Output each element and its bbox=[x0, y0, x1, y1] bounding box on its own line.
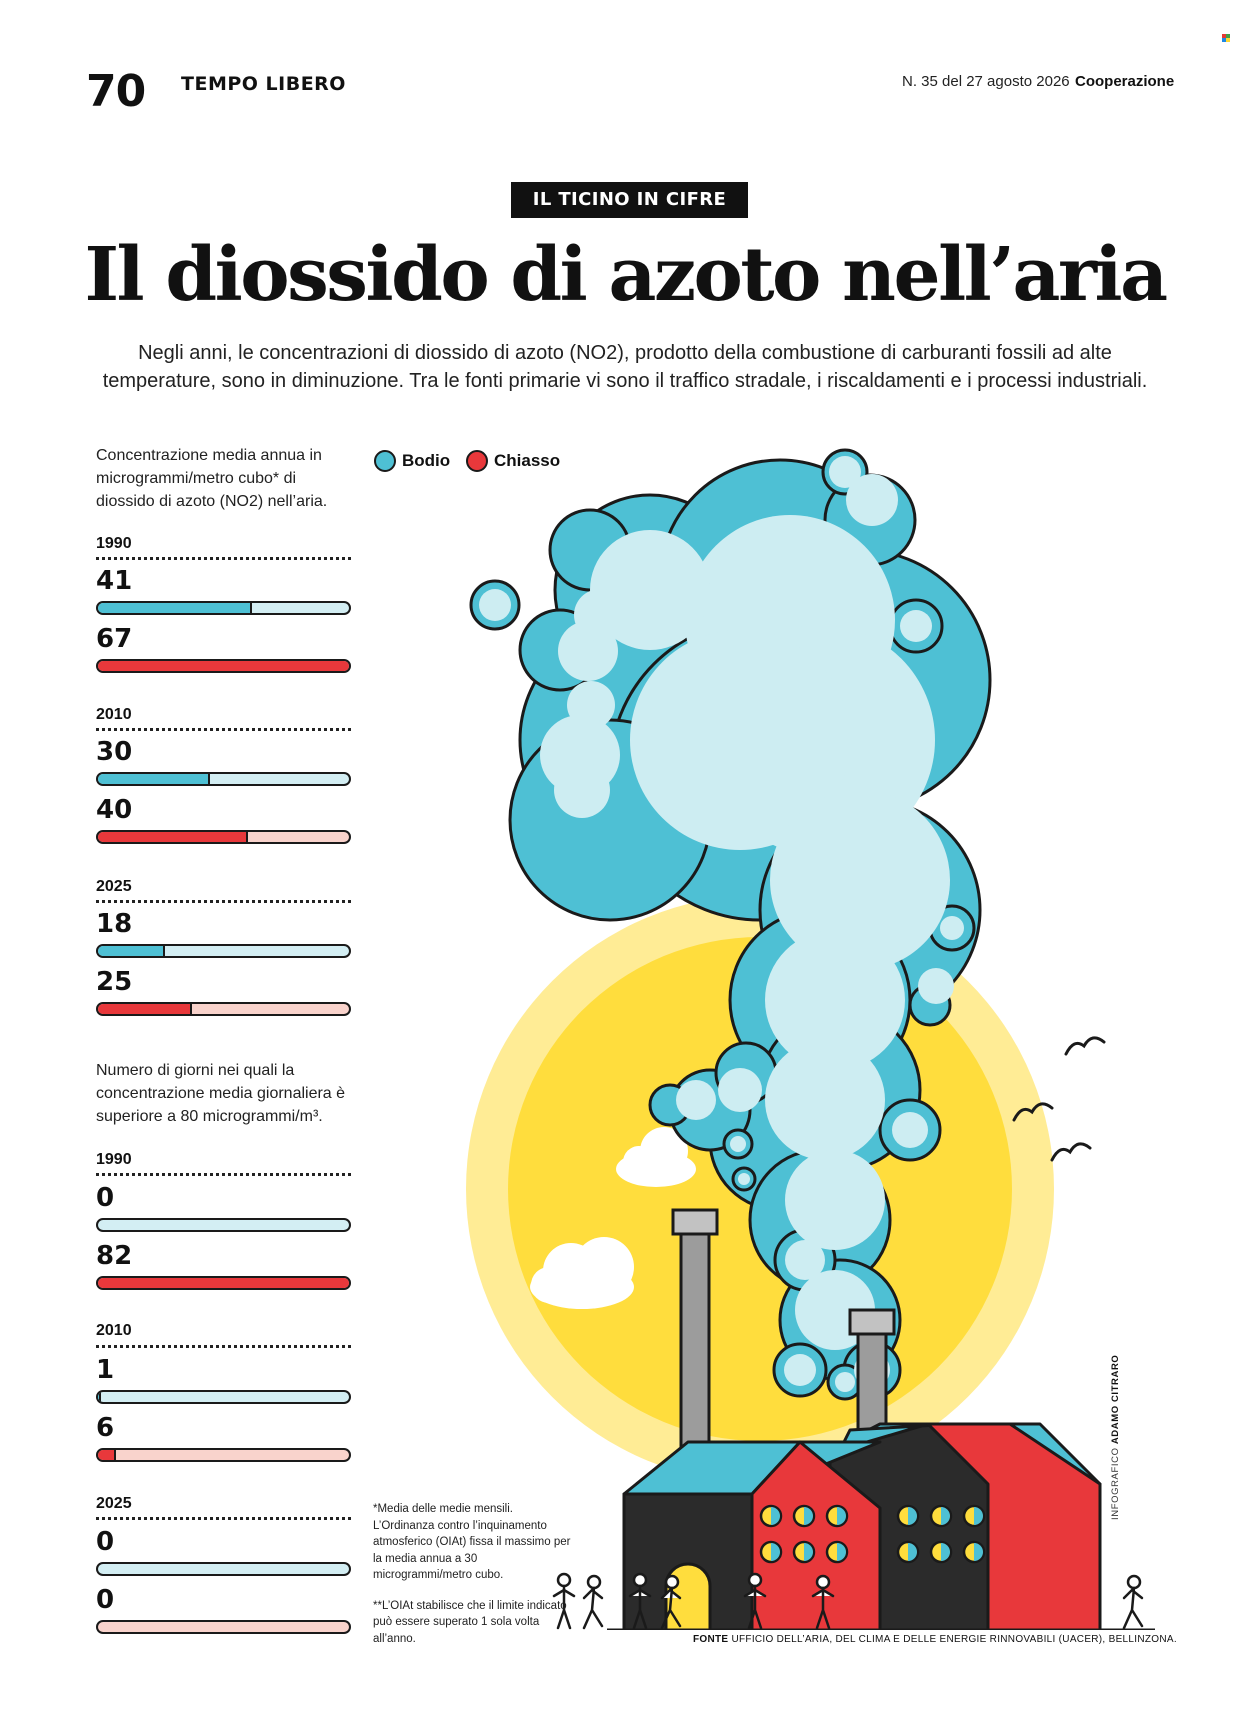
bar-concentration-bodio-1990 bbox=[98, 603, 252, 613]
divider bbox=[96, 1173, 351, 1176]
small-cloud-icon bbox=[616, 1127, 696, 1187]
legend-label-chiasso: Chiasso bbox=[494, 451, 561, 470]
factory-smoke-illustration bbox=[466, 448, 1155, 1630]
value-label-bodio-1990: 41 bbox=[96, 566, 133, 596]
year-label-1990: 1990 bbox=[96, 535, 132, 552]
factory-windows bbox=[759, 1504, 986, 1564]
bar-concentration-bodio-2010 bbox=[98, 774, 211, 784]
footnotes: *Media delle medie mensili. L’Ordinanza … bbox=[373, 1501, 573, 1647]
credit-label: INFOGRAFICO bbox=[1110, 1447, 1121, 1520]
legend-label-bodio: Bodio bbox=[402, 451, 451, 470]
color-registration-mark bbox=[1222, 34, 1230, 42]
factory-building bbox=[622, 1422, 1102, 1630]
value-label-chiasso-2010: 6 bbox=[96, 1413, 115, 1443]
magazine-name: Cooperazione bbox=[1075, 73, 1175, 90]
legend-swatch-chiasso bbox=[466, 450, 488, 472]
divider bbox=[96, 1517, 351, 1520]
bar-concentration-chiasso-2010 bbox=[98, 832, 248, 842]
bar-track bbox=[96, 1562, 351, 1576]
year-label-2025: 2025 bbox=[96, 878, 132, 895]
page-number: 70 bbox=[86, 66, 146, 117]
chart-description-concentration: Concentrazione media annua in microgramm… bbox=[96, 447, 328, 510]
value-label-bodio-2010: 1 bbox=[96, 1355, 115, 1385]
divider bbox=[96, 1345, 351, 1348]
intro-paragraph: Negli anni, le concentrazioni di diossid… bbox=[102, 342, 1148, 392]
kicker-label: IL TICINO IN CIFRE bbox=[511, 182, 748, 218]
value-label-bodio-2025: 18 bbox=[96, 909, 133, 939]
source-text: UFFICIO DELL’ARIA, DEL CLIMA E DELLE ENE… bbox=[731, 1634, 1177, 1645]
bar-track bbox=[96, 1390, 351, 1404]
value-label-chiasso-2025: 25 bbox=[96, 967, 133, 997]
value-label-chiasso-2010: 40 bbox=[96, 795, 133, 825]
section-name: TEMPO LIBERO bbox=[181, 73, 346, 95]
credit-name: ADAMO CITRARO bbox=[1110, 1354, 1121, 1445]
chart-description-days: Numero di giorni nei quali la concentraz… bbox=[96, 1062, 346, 1125]
value-label-chiasso-1990: 82 bbox=[96, 1241, 133, 1271]
small-cloud-icon bbox=[530, 1237, 634, 1309]
value-label-bodio-1990: 0 bbox=[96, 1183, 115, 1213]
year-label-1990: 1990 bbox=[96, 1151, 132, 1168]
bar-track bbox=[96, 659, 351, 673]
issue-info: N. 35 del 27 agosto 2026 bbox=[902, 73, 1070, 90]
page-title: Il diossido di azoto nell’aria bbox=[84, 232, 1168, 318]
bar-days-chiasso-2010 bbox=[98, 1450, 117, 1460]
divider bbox=[96, 900, 351, 903]
year-label-2010: 2010 bbox=[96, 706, 132, 723]
divider bbox=[96, 728, 351, 731]
divider bbox=[96, 557, 351, 560]
value-label-bodio-2010: 30 bbox=[96, 737, 133, 767]
value-label-bodio-2025: 0 bbox=[96, 1527, 115, 1557]
birds-icon bbox=[1012, 1036, 1106, 1162]
bar-concentration-chiasso-2025 bbox=[98, 1004, 192, 1014]
bar-track bbox=[96, 1218, 351, 1232]
bar-track bbox=[96, 1002, 351, 1016]
bar-track bbox=[96, 1276, 351, 1290]
footnote-oiat-annual: *Media delle medie mensili. L’Ordinanza … bbox=[373, 1503, 571, 1581]
bar-track bbox=[96, 830, 351, 844]
bar-track bbox=[96, 1448, 351, 1462]
smoke-cloud bbox=[469, 448, 992, 1401]
footnote-oiat-daily: **L’OIAt stabilisce che il limite indica… bbox=[373, 1599, 567, 1645]
source-label: FONTE bbox=[693, 1634, 729, 1645]
bar-track bbox=[96, 1620, 351, 1634]
bar-concentration-chiasso-1990 bbox=[98, 661, 349, 671]
year-label-2025: 2025 bbox=[96, 1495, 132, 1512]
value-label-chiasso-1990: 67 bbox=[96, 624, 133, 654]
bar-track bbox=[96, 601, 351, 615]
bar-track bbox=[96, 944, 351, 958]
bar-track bbox=[96, 772, 351, 786]
people-icon bbox=[552, 1572, 1144, 1630]
bar-concentration-bodio-2025 bbox=[98, 946, 166, 956]
year-label-2010: 2010 bbox=[96, 1322, 132, 1339]
legend-swatch-bodio bbox=[374, 450, 396, 472]
infographic-credit: INFOGRAFICO ADAMO CITRARO bbox=[1110, 1350, 1121, 1520]
value-label-chiasso-2025: 0 bbox=[96, 1585, 115, 1615]
source-credit: FONTE UFFICIO DELL’ARIA, DEL CLIMA E DEL… bbox=[693, 1634, 1177, 1645]
bar-days-chiasso-1990 bbox=[98, 1278, 349, 1288]
bar-days-bodio-2010 bbox=[98, 1392, 102, 1402]
